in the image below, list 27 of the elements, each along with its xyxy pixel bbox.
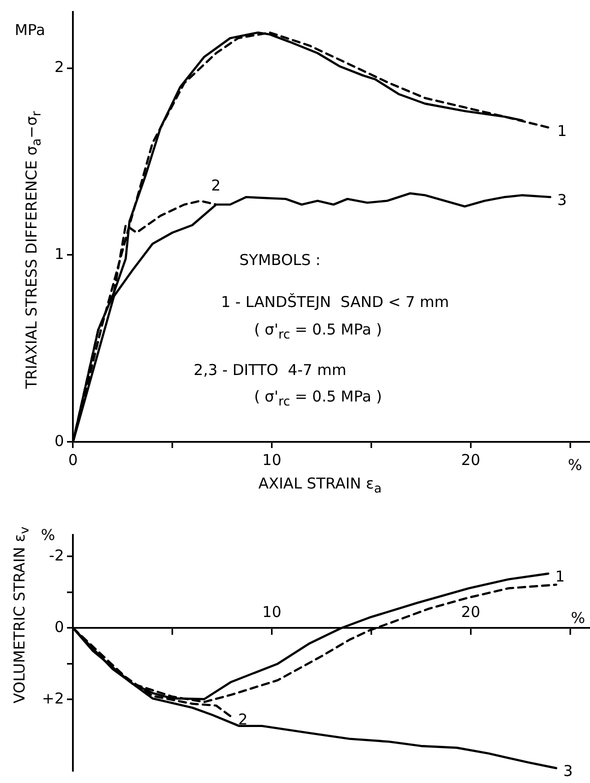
x-tick-label: 0 bbox=[68, 450, 78, 469]
annotation: SYMBOLS : bbox=[239, 251, 321, 269]
series-label: 3 bbox=[563, 762, 573, 780]
y-tick-label: 0 bbox=[54, 432, 64, 450]
x-tick-label: 20 bbox=[461, 602, 480, 621]
x-tick-label: 10 bbox=[262, 602, 282, 621]
y-tick-label: 1 bbox=[54, 244, 64, 263]
annotation: ( σ'$_{rc}$ = 0.5 MPa ) bbox=[254, 320, 382, 342]
series-label: 2 bbox=[238, 710, 248, 729]
annotation: 1 - LANDŠTEJN SAND < 7 mm bbox=[220, 293, 450, 311]
series-label: 1 bbox=[557, 122, 567, 140]
x-axis-title: AXIAL STRAIN ε$_{a}$ bbox=[258, 474, 382, 496]
annotation: 2,3 - DITTO 4-7 mm bbox=[194, 361, 346, 379]
annotation: % bbox=[570, 609, 586, 627]
x-tick-label: 10 bbox=[262, 450, 282, 469]
y-tick-label: +2 bbox=[42, 689, 64, 708]
x-tick-label: 20 bbox=[461, 450, 480, 469]
annotation: ( σ'$_{rc}$ = 0.5 MPa ) bbox=[254, 388, 382, 408]
y-tick-label: 2 bbox=[54, 58, 64, 76]
y-tick-label: -2 bbox=[49, 546, 64, 564]
text: MPa bbox=[14, 21, 46, 39]
series-label: 2 bbox=[211, 176, 221, 194]
text: % bbox=[40, 526, 56, 544]
y-tick-label: 0 bbox=[54, 618, 64, 636]
series-label: 3 bbox=[557, 190, 567, 209]
series-label: 1 bbox=[555, 568, 565, 586]
text: % bbox=[568, 456, 582, 474]
